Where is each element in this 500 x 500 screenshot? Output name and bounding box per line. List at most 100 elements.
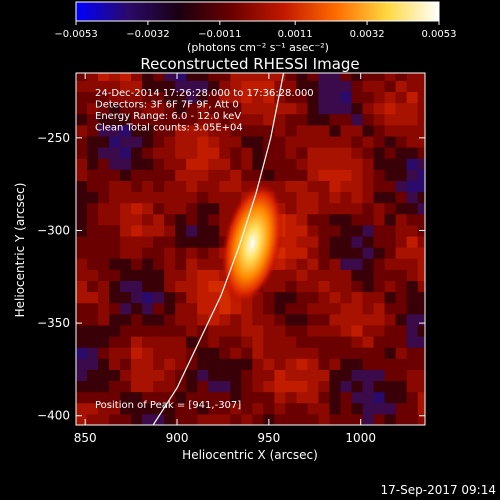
heatmap-cell — [175, 413, 187, 425]
heatmap-cell — [274, 269, 286, 281]
heatmap-cell — [351, 202, 364, 215]
heatmap-cell — [318, 147, 330, 159]
heatmap-cell — [285, 191, 297, 204]
heatmap-cell — [241, 347, 253, 359]
heatmap-cell — [98, 247, 110, 259]
heatmap-cell — [142, 135, 154, 148]
heatmap-cell — [120, 224, 132, 237]
heatmap-cell — [109, 302, 121, 315]
heatmap-cell — [120, 291, 132, 304]
heatmap-cell — [384, 313, 397, 326]
heatmap-cell — [384, 369, 397, 382]
heatmap-cell — [318, 73, 330, 81]
heatmap-cell — [395, 269, 408, 281]
heatmap-cell — [197, 369, 209, 382]
heatmap-cell — [197, 280, 209, 293]
heatmap-cell — [406, 380, 419, 393]
heatmap-cell — [208, 80, 220, 93]
heatmap-cell — [384, 180, 397, 193]
heatmap-cell — [351, 180, 364, 193]
heatmap-cell — [120, 113, 132, 126]
heatmap-cell — [263, 102, 275, 115]
heatmap-cell — [153, 358, 165, 370]
heatmap-cell — [373, 147, 386, 159]
heatmap-cell — [395, 358, 408, 370]
heatmap-cell — [274, 102, 286, 115]
heatmap-cell — [153, 135, 165, 148]
heatmap-cell — [109, 191, 121, 204]
heatmap-cell — [164, 324, 176, 337]
heatmap-cell — [131, 224, 143, 237]
heatmap-cell — [109, 124, 121, 137]
heatmap-cell — [219, 169, 231, 181]
heatmap-cell — [263, 302, 275, 315]
heatmap-cell — [351, 324, 364, 337]
heatmap-cell — [120, 280, 132, 293]
heatmap-cell — [351, 158, 364, 170]
heatmap-cell — [362, 124, 375, 137]
heatmap-cell — [131, 80, 143, 93]
heatmap-cell — [175, 236, 187, 248]
heatmap-cell — [351, 191, 364, 204]
heatmap-cell — [307, 302, 319, 315]
heatmap-cell — [406, 191, 419, 204]
heatmap-cell — [175, 269, 187, 281]
heatmap-cell — [329, 113, 342, 126]
heatmap-cell — [241, 402, 253, 415]
heatmap-cell — [329, 324, 342, 337]
heatmap-cell — [263, 280, 275, 293]
heatmap-cell — [406, 413, 419, 425]
colorbar-bar — [75, 1, 440, 22]
heatmap-cell — [384, 402, 397, 415]
heatmap-cell — [274, 158, 286, 170]
heatmap-cell — [142, 113, 154, 126]
heatmap-cell — [285, 358, 297, 370]
heatmap-cell — [109, 113, 121, 126]
heatmap-cell — [87, 135, 99, 148]
heatmap-cell — [131, 336, 143, 348]
heatmap-cell — [384, 347, 397, 359]
heatmap-cell — [208, 313, 220, 326]
heatmap-cell — [131, 413, 143, 425]
heatmap-cell — [252, 336, 264, 348]
heatmap-cell — [241, 124, 253, 137]
heatmap-cell — [76, 169, 88, 181]
heatmap-cell — [318, 369, 330, 382]
heatmap-cell — [208, 402, 220, 415]
heatmap-cell — [417, 369, 425, 382]
heatmap-cell — [307, 258, 319, 270]
heatmap-cell — [296, 269, 308, 281]
heatmap-cell — [175, 213, 187, 226]
heatmap-cell — [373, 413, 386, 425]
heatmap-cell — [395, 191, 408, 204]
heatmap-cell — [131, 91, 143, 104]
heatmap-cell — [241, 391, 253, 404]
heatmap-cell — [395, 302, 408, 315]
heatmap-cell — [417, 80, 425, 93]
heatmap-cell — [109, 224, 121, 237]
heatmap-cell — [252, 102, 264, 115]
heatmap-cell — [164, 236, 176, 248]
heatmap-cell — [285, 102, 297, 115]
heatmap-cell — [395, 213, 408, 226]
heatmap-cell — [296, 180, 308, 193]
heatmap-cell — [175, 135, 187, 148]
heatmap-cell — [340, 391, 353, 404]
heatmap-cell — [406, 391, 419, 404]
heatmap-cell — [351, 135, 364, 148]
heatmap-cell — [362, 113, 375, 126]
heatmap-cell — [109, 158, 121, 170]
heatmap-cell — [109, 258, 121, 270]
heatmap-cell — [318, 336, 330, 348]
heatmap-cell — [175, 124, 187, 137]
heatmap-cell — [208, 391, 220, 404]
heatmap-cell — [373, 380, 386, 393]
heatmap-cell — [263, 402, 275, 415]
heatmap-cell — [219, 413, 231, 425]
heatmap-cell — [98, 224, 110, 237]
heatmap-cell — [296, 224, 308, 237]
heatmap-cell — [241, 113, 253, 126]
heatmap-cell — [417, 302, 425, 315]
heatmap-cell — [142, 369, 154, 382]
heatmap-cell — [296, 258, 308, 270]
